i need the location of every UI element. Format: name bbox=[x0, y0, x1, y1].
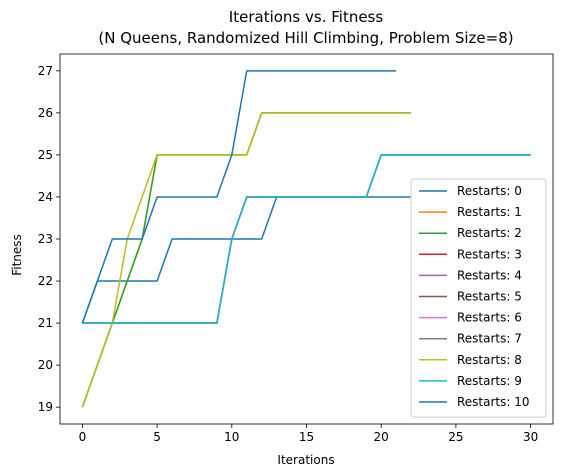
legend-label: Restarts: 8 bbox=[457, 353, 522, 367]
y-tick-label: 27 bbox=[38, 64, 53, 78]
x-axis-label: Iterations bbox=[277, 453, 334, 467]
plot-lines bbox=[81, 70, 531, 408]
x-tick-label: 25 bbox=[448, 430, 463, 444]
x-tick-label: 10 bbox=[224, 430, 239, 444]
x-tick-label: 15 bbox=[299, 430, 314, 444]
axes: 0 5 10 15 20 25 30 19 20 21 22 23 24 25 26 27 bbox=[38, 53, 554, 444]
legend-label: Restarts: 3 bbox=[457, 247, 522, 261]
x-tick-label: 30 bbox=[523, 430, 538, 444]
legend-label: Restarts: 9 bbox=[457, 374, 522, 388]
series-line-2 bbox=[81, 112, 412, 408]
legend-label: Restarts: 10 bbox=[457, 395, 530, 409]
y-axis-label: Fitness bbox=[10, 234, 24, 276]
y-tick-label: 26 bbox=[38, 106, 53, 120]
legend: Restarts: 0 Restarts: 1 Restarts: 2 Restart… bbox=[410, 178, 547, 418]
legend-box bbox=[410, 178, 547, 418]
series-line-8 bbox=[81, 112, 412, 408]
chart-title: Iterations vs. Fitness bbox=[229, 8, 384, 26]
series-line-9 bbox=[82, 154, 531, 324]
x-tick-label: 5 bbox=[153, 430, 161, 444]
series-line-0 bbox=[81, 196, 412, 324]
legend-label: Restarts: 0 bbox=[457, 184, 522, 198]
y-tick-label: 22 bbox=[38, 274, 53, 288]
legend-label: Restarts: 2 bbox=[457, 226, 522, 240]
y-tick-label: 21 bbox=[38, 316, 53, 330]
legend-label: Restarts: 5 bbox=[457, 290, 522, 304]
y-tick-label: 20 bbox=[38, 358, 53, 372]
x-tick-label: 0 bbox=[79, 430, 87, 444]
y-tick-label: 23 bbox=[38, 232, 53, 246]
legend-label: Restarts: 7 bbox=[457, 332, 522, 346]
y-tick-label: 19 bbox=[38, 400, 53, 414]
series-line-10 bbox=[81, 70, 397, 324]
y-tick-label: 25 bbox=[38, 148, 53, 162]
series-line-1 bbox=[81, 112, 412, 408]
legend-label: Restarts: 4 bbox=[457, 268, 522, 282]
y-tick-label: 24 bbox=[38, 190, 53, 204]
legend-label: Restarts: 6 bbox=[457, 311, 522, 325]
x-tick-label: 20 bbox=[374, 430, 389, 444]
legend-label: Restarts: 1 bbox=[457, 205, 522, 219]
chart-subtitle: (N Queens, Randomized Hill Climbing, Pro… bbox=[98, 29, 513, 47]
